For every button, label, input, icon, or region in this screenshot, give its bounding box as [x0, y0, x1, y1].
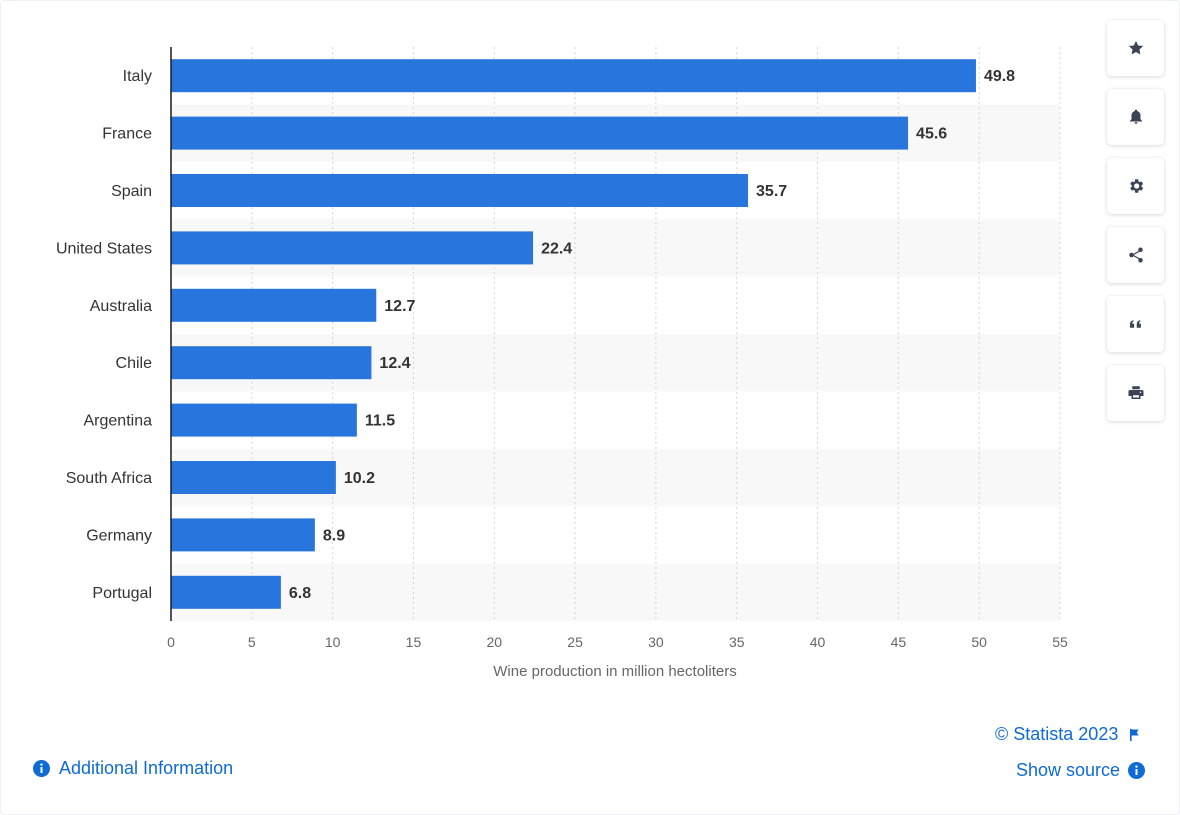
bar [171, 518, 315, 552]
bell-icon [1129, 109, 1142, 124]
category-label: Spain [111, 183, 152, 200]
category-label: South Africa [66, 470, 152, 487]
category-label: United States [56, 240, 152, 257]
category-label: Argentina [84, 413, 153, 430]
value-label: 45.6 [916, 126, 947, 143]
x-tick-label: 15 [406, 634, 422, 650]
copyright-line: © Statista 2023 [995, 724, 1141, 745]
print-button[interactable] [1107, 365, 1164, 421]
bar [171, 575, 281, 609]
additional-information-label: Additional Information [59, 758, 234, 778]
bar [171, 59, 976, 93]
x-tick-label: 20 [486, 634, 502, 650]
x-tick-label: 10 [325, 634, 341, 650]
x-tick-label: 40 [810, 634, 826, 650]
value-label: 35.7 [756, 183, 787, 200]
category-labels: Italy France Spain United States Australia Ch… [56, 68, 152, 602]
quote-icon [1129, 320, 1141, 328]
category-label: Portugal [92, 585, 152, 602]
bar [171, 174, 749, 207]
settings-button[interactable] [1107, 158, 1164, 214]
favorite-button[interactable] [1107, 20, 1164, 76]
show-source-link[interactable]: Show source [1016, 760, 1146, 781]
additional-information-link[interactable]: Additional Information [33, 758, 233, 779]
value-label: 6.8 [289, 585, 311, 602]
value-label: 12.4 [379, 355, 410, 372]
copyright-text: © Statista 2023 [995, 724, 1119, 744]
x-tick-labels: 0 5 10 15 20 25 30 35 40 45 50 55 [167, 634, 1068, 650]
bars [171, 59, 976, 609]
print-icon [1128, 386, 1143, 399]
value-label: 22.4 [541, 240, 572, 257]
bar [171, 288, 377, 322]
share-icon [1128, 247, 1143, 263]
x-tick-label: 5 [248, 634, 256, 650]
value-label: 8.9 [323, 527, 345, 544]
category-label: Italy [123, 68, 152, 85]
gear-icon [1129, 179, 1143, 193]
x-axis-title: Wine production in million hectoliters [493, 663, 736, 680]
show-source-label: Show source [1016, 760, 1121, 780]
cite-button[interactable] [1107, 296, 1164, 352]
flag-icon [1130, 728, 1139, 741]
x-tick-label: 45 [891, 634, 907, 650]
x-tick-label: 0 [167, 634, 175, 650]
bar [171, 403, 357, 437]
info-icon [33, 760, 50, 777]
x-tick-label: 35 [729, 634, 745, 650]
bar [171, 461, 336, 494]
x-tick-label: 30 [648, 634, 664, 650]
x-tick-label: 55 [1052, 634, 1068, 650]
info-icon [1128, 762, 1146, 779]
row-band [171, 563, 1060, 621]
bar [171, 116, 909, 150]
notification-button[interactable] [1107, 89, 1164, 145]
value-label: 12.7 [384, 298, 415, 315]
category-label: France [102, 126, 152, 143]
value-label: 11.5 [365, 413, 395, 430]
share-button[interactable] [1107, 227, 1164, 283]
bar [171, 346, 372, 380]
value-label: 49.8 [984, 68, 1015, 85]
value-label: 10.2 [344, 470, 375, 487]
category-label: Chile [116, 355, 153, 372]
category-label: Germany [86, 527, 152, 544]
category-label: Australia [90, 298, 152, 315]
x-tick-label: 25 [567, 634, 583, 650]
star-icon [1128, 40, 1143, 55]
value-labels: 49.8 45.6 35.7 22.4 12.7 12.4 11.5 10.2 8.9 6.8 [289, 68, 1015, 602]
bar [171, 231, 534, 265]
x-tick-label: 50 [971, 634, 987, 650]
